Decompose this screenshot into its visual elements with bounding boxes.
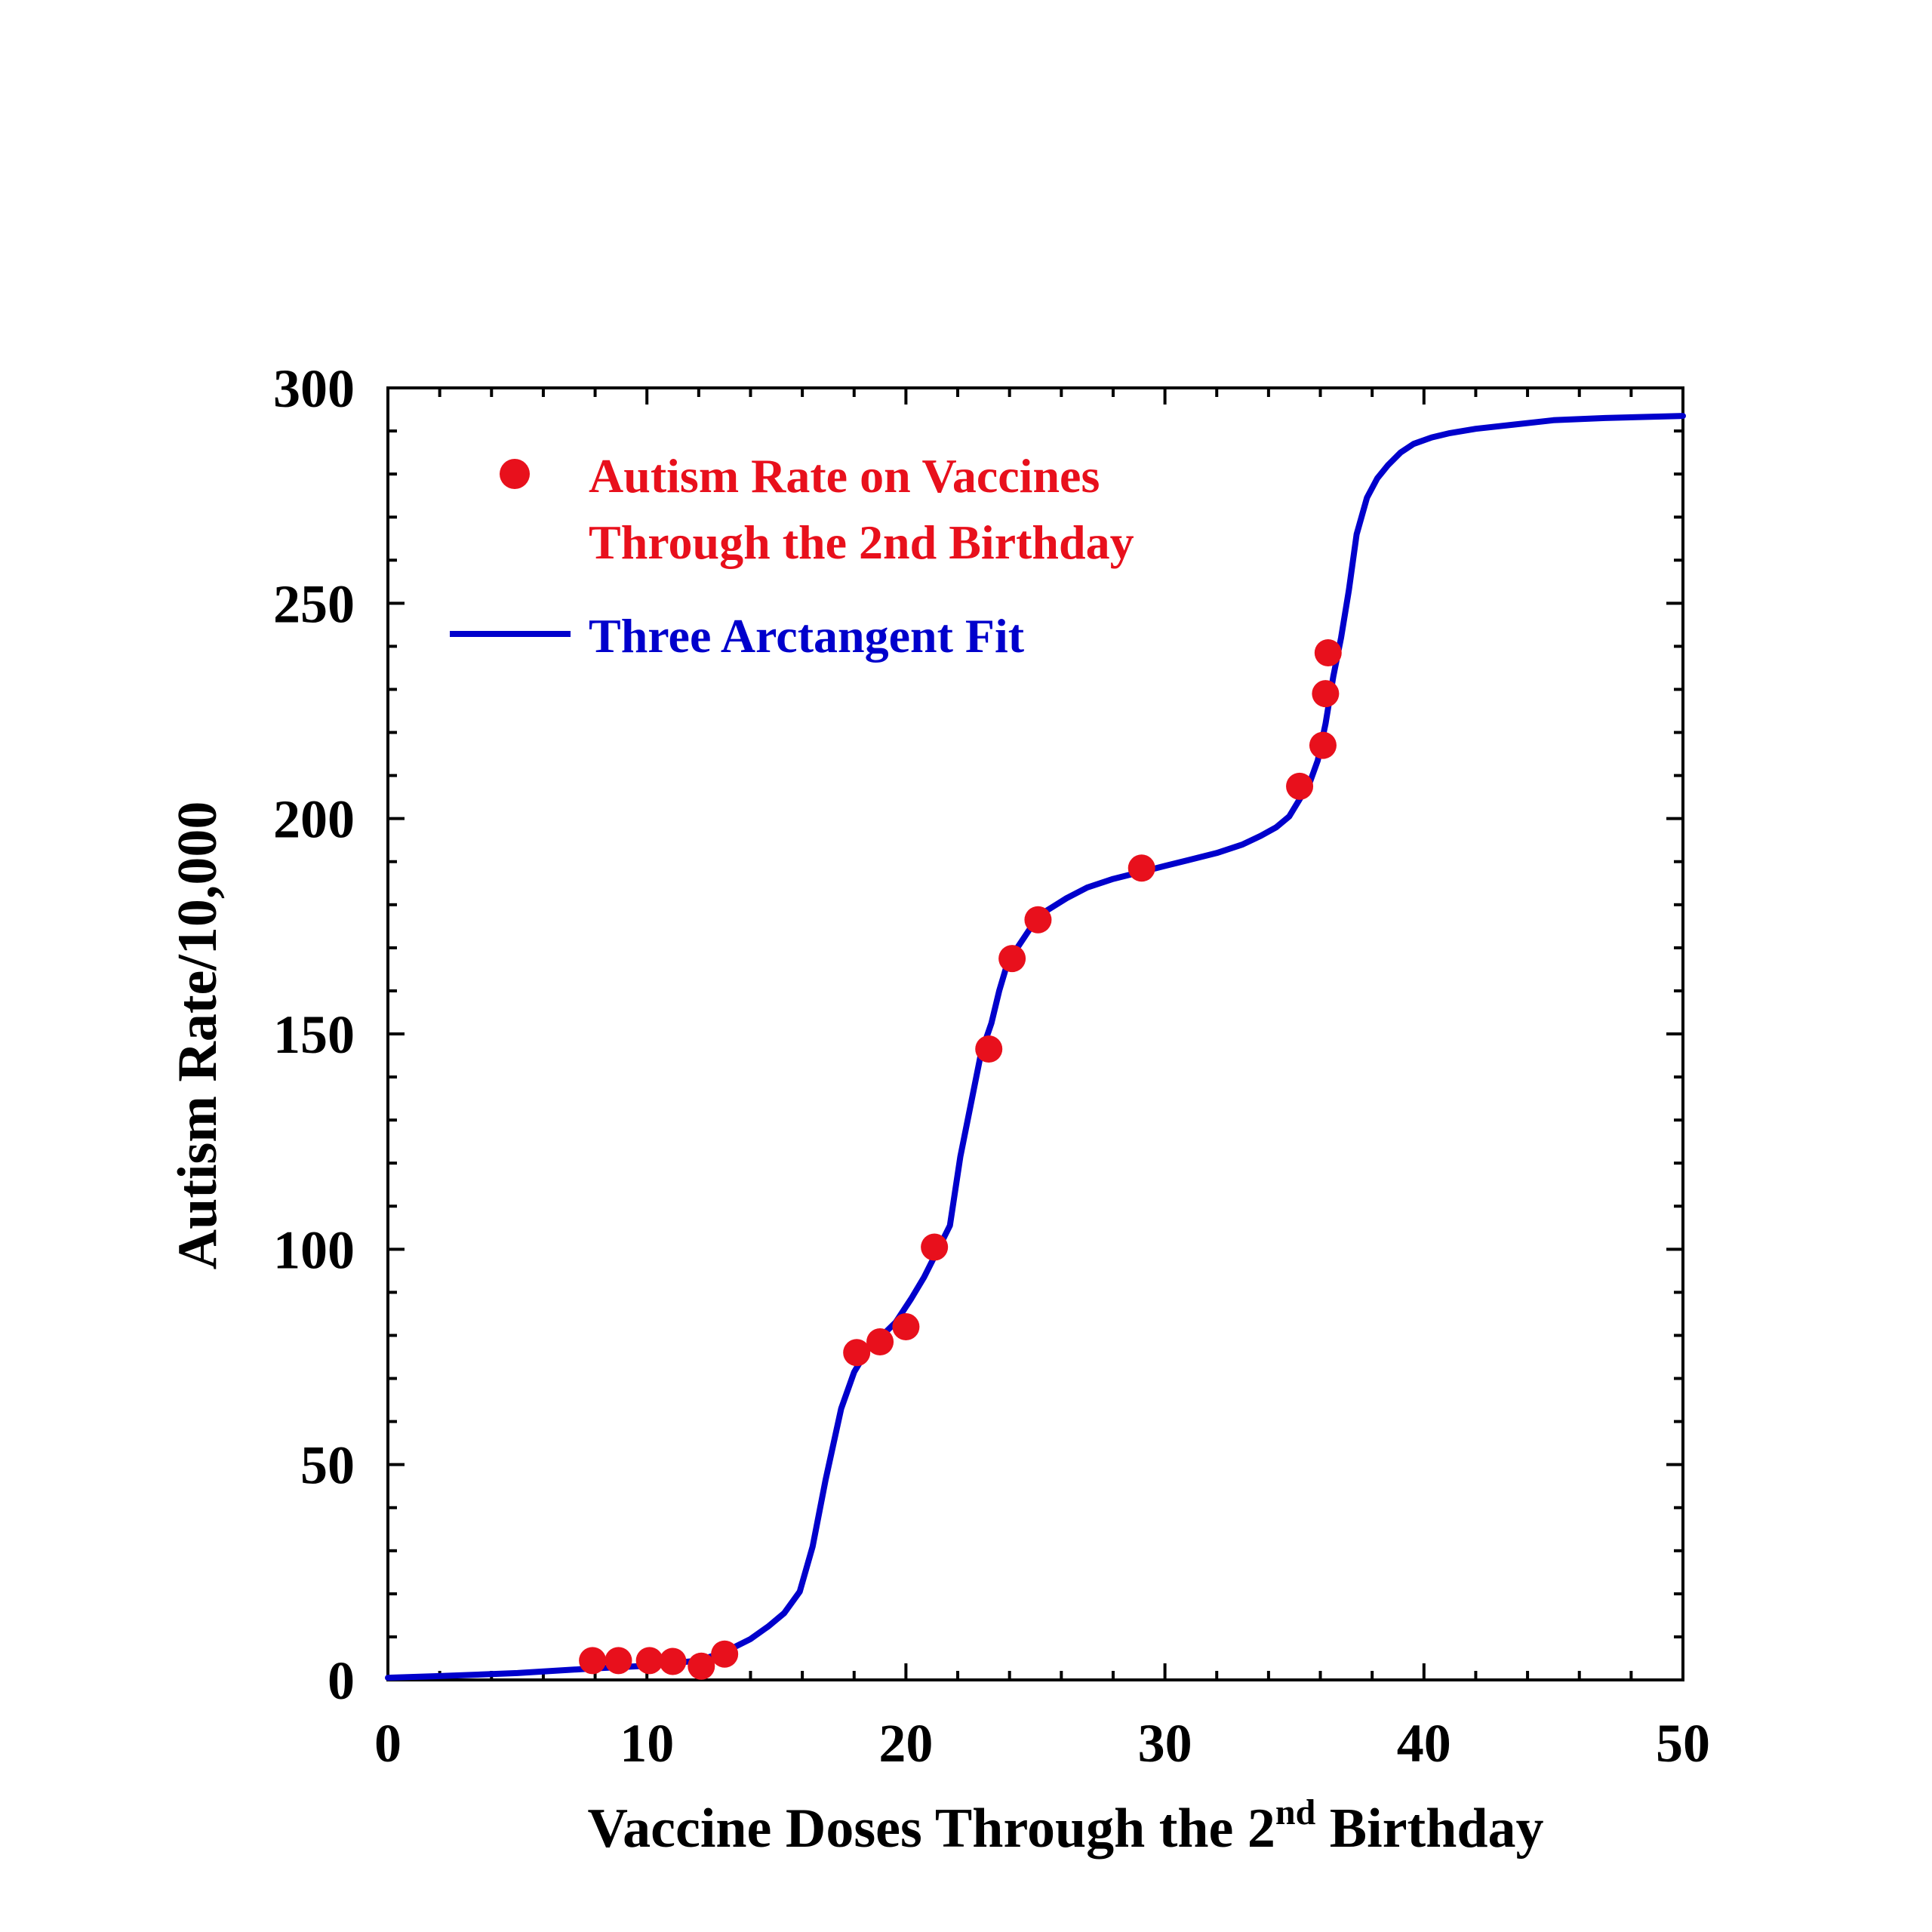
data-point-14 <box>1128 854 1155 882</box>
data-point-17 <box>1312 680 1340 708</box>
x-tick-label-40: 40 <box>1397 1713 1451 1774</box>
data-point-4 <box>659 1647 687 1675</box>
x-axis-title-suffix: Birthday <box>1315 1798 1543 1860</box>
minor-ticks <box>388 388 1683 1680</box>
fit-line-three-arctangent <box>385 413 1686 1681</box>
data-point-13 <box>1024 906 1052 934</box>
data-point-18 <box>1314 638 1342 666</box>
x-tick-label-10: 10 <box>620 1713 674 1774</box>
data-point-10 <box>921 1233 949 1261</box>
x-tick-label-50: 50 <box>1656 1713 1710 1774</box>
data-point-2 <box>605 1647 632 1675</box>
major-ticks <box>386 386 1684 1681</box>
legend-label-data-points-line1: Autism Rate on Vaccines <box>589 449 1100 503</box>
y-axis-title: Autism Rate/10,000 <box>167 801 229 1270</box>
y-tick-label-250: 250 <box>273 574 355 634</box>
y-tick-label-300: 300 <box>273 358 355 419</box>
fit-line-layer <box>385 413 1686 1681</box>
y-tick-label-0: 0 <box>328 1651 355 1711</box>
data-point-12 <box>998 945 1026 973</box>
y-tick-label-50: 50 <box>300 1435 355 1496</box>
data-point-9 <box>892 1313 920 1341</box>
legend-label-fit-line: Three Arctangent Fit <box>589 609 1025 663</box>
y-tick-labels: 0 50 100 150 200 250 300 <box>273 358 355 1711</box>
x-tick-label-0: 0 <box>374 1713 401 1774</box>
data-point-8 <box>866 1328 894 1356</box>
plot-frame <box>386 386 1684 1681</box>
data-point-15 <box>1286 772 1314 800</box>
data-point-3 <box>635 1647 663 1675</box>
data-point-5 <box>688 1652 715 1680</box>
legend-marker-data-points <box>500 459 530 489</box>
x-tick-labels: 0 10 20 30 40 50 <box>374 1713 1710 1774</box>
x-tick-label-30: 30 <box>1138 1713 1192 1774</box>
data-point-6 <box>711 1640 739 1668</box>
data-points-layer <box>579 638 1342 1680</box>
legend: Autism Rate on Vaccines Through the 2nd … <box>450 449 1134 663</box>
y-tick-label-100: 100 <box>273 1220 355 1280</box>
data-point-16 <box>1309 731 1337 759</box>
x-tick-label-20: 20 <box>878 1713 933 1774</box>
data-point-11 <box>975 1035 1003 1063</box>
legend-label-data-points-line2: Through the 2nd Birthday <box>589 515 1134 569</box>
data-point-1 <box>579 1647 607 1675</box>
y-tick-label-150: 150 <box>273 1004 355 1065</box>
x-axis-title: Vaccine Doses Through the 2nd Birthday <box>587 1792 1543 1860</box>
y-tick-label-200: 200 <box>273 789 355 850</box>
data-point-7 <box>843 1339 871 1367</box>
x-axis-title-prefix: Vaccine Doses Through the 2 <box>587 1798 1275 1860</box>
x-axis-title-superscript: nd <box>1275 1792 1316 1832</box>
